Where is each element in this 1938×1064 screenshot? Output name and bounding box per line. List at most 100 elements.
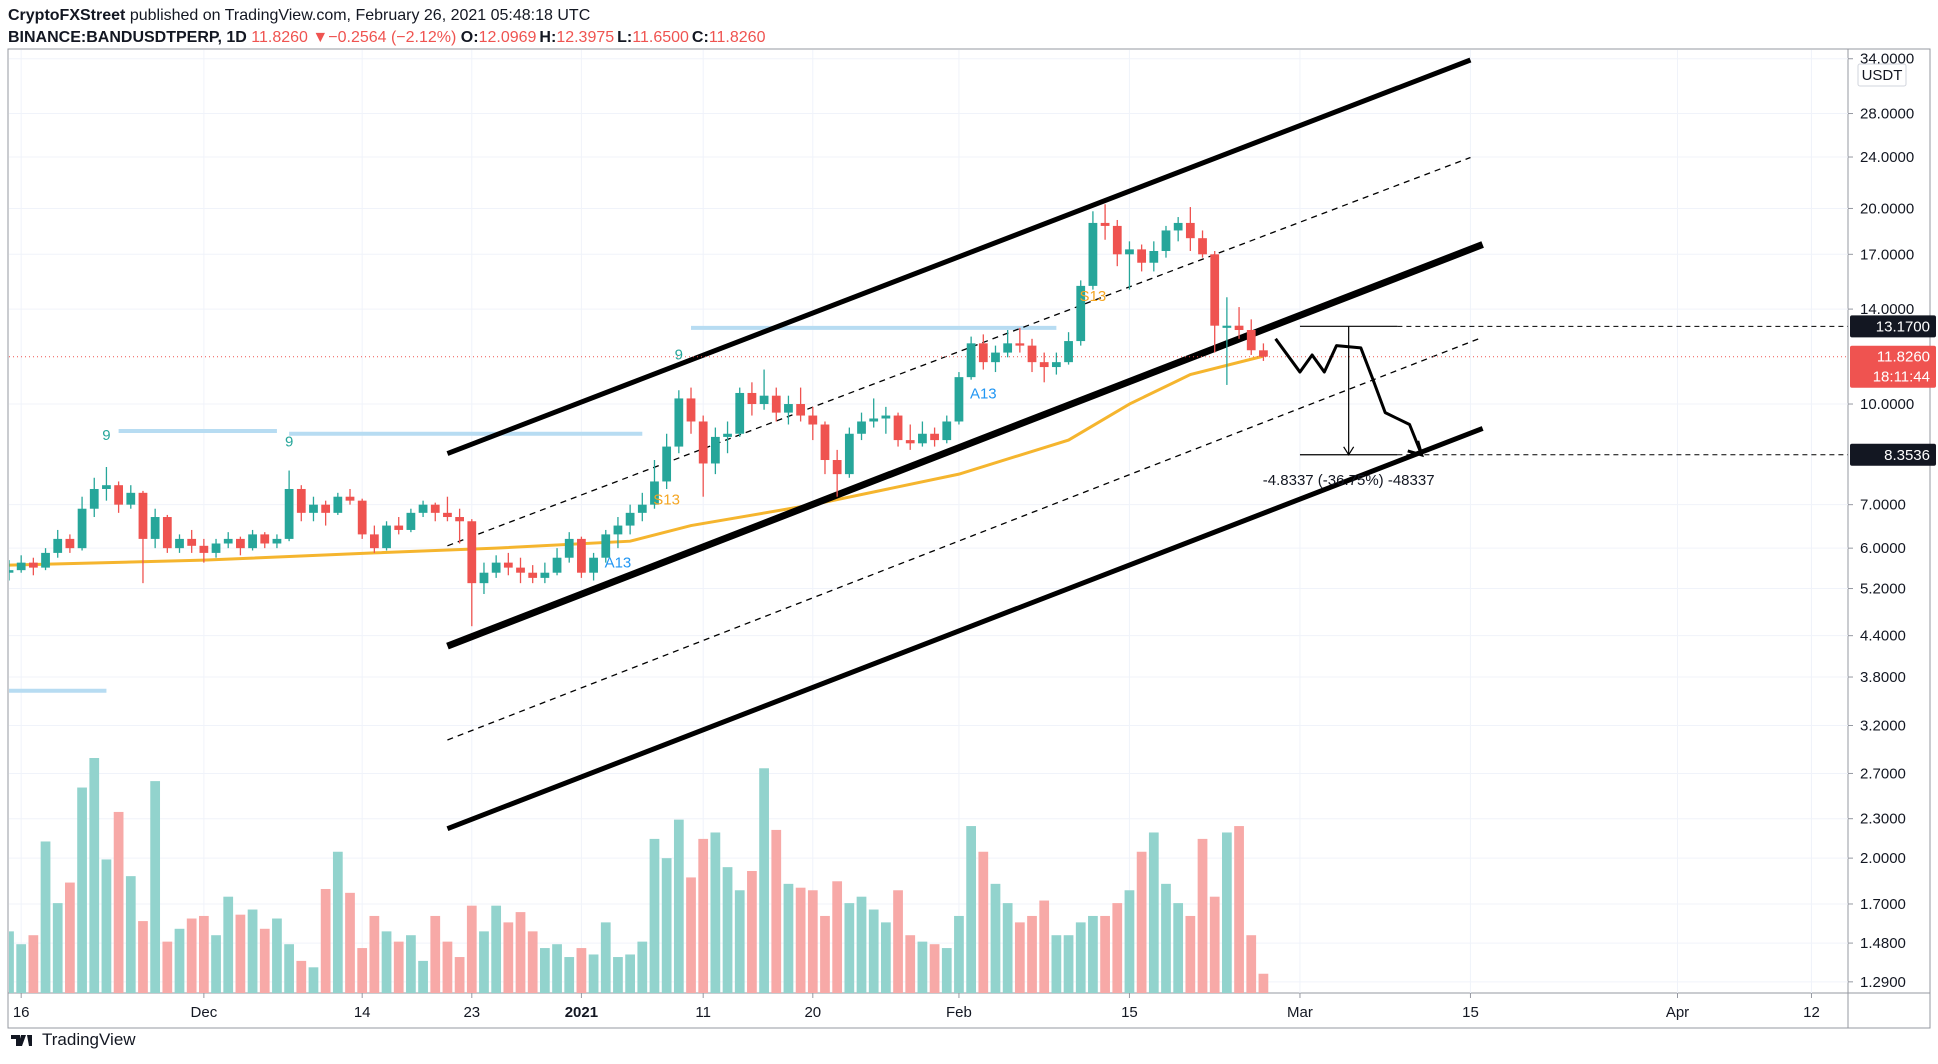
volume-bar [272,918,282,993]
volume-bar [332,851,343,993]
volume-bar [747,871,757,993]
moving-average [9,354,1264,567]
price-label-box [1850,345,1936,388]
candle-body [1198,238,1207,255]
candle-body [382,525,391,549]
volume-bar [844,903,855,993]
price-label-box [1850,315,1936,338]
ohlc-value: 12.3975 [556,29,615,46]
volume-bar [954,915,964,993]
volume-bar [686,877,696,993]
volume-bar [1258,973,1269,993]
volume-bar [442,941,453,993]
volume-bar [479,931,489,993]
x-tick-label: 14 [354,1004,371,1021]
volume-bar [89,758,100,993]
candle-body [455,517,465,522]
volume-bar [174,928,185,993]
candle-body [321,504,331,513]
candle-body [759,395,769,405]
footer-text: TradingView [42,1030,136,1049]
candle-body [248,534,257,549]
candle-body [236,538,245,549]
volume-bar [832,881,843,993]
volume-bar [28,935,39,993]
candle-body [1125,249,1134,255]
td-annotation: 9 [102,427,110,444]
y-tick-label: 28.0000 [1860,106,1914,123]
candle-body [1222,325,1232,328]
volume-bar [1246,935,1257,993]
volume-bar [393,941,404,993]
candle-body [53,538,63,553]
candle-body [1051,362,1061,368]
forecast-path [1274,337,1424,456]
candle-body [296,488,306,513]
candle-body [1064,341,1073,363]
candle-body [443,512,452,518]
volume [9,758,1269,993]
volume-bar [1173,903,1184,993]
volume-bar [990,883,1001,993]
candle-body [223,538,233,544]
volume-bar [795,887,806,993]
candle-body [1210,254,1220,326]
volume-bar [576,948,587,993]
volume-bar [1197,838,1208,993]
volume-bar [296,960,307,993]
volume-bar [698,838,709,993]
candle-body [674,398,684,447]
volume-bar [966,826,976,993]
candle-body [162,517,172,549]
candle-body [272,538,282,544]
candle-body [1246,330,1256,351]
y-tick-label: 6.0000 [1860,540,1906,557]
volume-bar [1027,915,1037,993]
candle-body [978,343,988,363]
candle-body [406,512,416,530]
candle-body [333,496,343,513]
x-tick-label: Mar [1287,1004,1313,1021]
volume-bar [369,915,380,993]
candle-body [625,512,635,526]
x-tick-label: 12 [1803,1004,1820,1021]
header-line-2: BINANCE:BANDUSDTPERP, 1D 11.8260 ▼−0.256… [8,27,768,49]
volume-bar [564,957,575,993]
candle-body [662,446,672,482]
x-tick-label: 15 [1121,1004,1138,1021]
drawings: -4.8337 (-36.75%) -48337 [9,57,1848,832]
axes: 34.0000 28.0000 24.0000 20.0000 17.0000 14.00… [13,51,1936,1021]
volume-bar [868,909,879,993]
candle-body [357,500,367,535]
candle-body [686,398,696,422]
volume-bar [613,957,623,993]
candle-body [9,570,14,573]
volume-bar [1124,890,1135,993]
x-tick-label: 15 [1462,1004,1479,1021]
volume-bar [1112,903,1123,993]
volume-bar [406,935,416,993]
volume-bar [771,829,782,993]
ohlc-value: 12.0969 [478,29,537,46]
volume-bar [466,905,477,993]
y-tick-label: 17.0000 [1860,246,1914,263]
volume-bar [150,781,161,993]
candle-body [869,418,879,422]
volume-bar [807,890,818,993]
volume-bar [491,905,502,993]
candle-body [211,543,221,553]
candle-body [637,504,647,513]
volume-bar [235,914,246,993]
candle-body [1100,222,1110,226]
candle-body [41,552,50,568]
volume-bar [893,890,903,993]
countdown: 18:11:44 [1873,369,1930,386]
logo [11,1035,32,1046]
price-label: 11.8260 [1877,349,1930,366]
volume-bar [1088,915,1098,993]
volume-bar [1051,935,1062,993]
volume-bar [357,948,368,993]
candle-body [528,572,538,578]
volume-bar [211,935,221,993]
